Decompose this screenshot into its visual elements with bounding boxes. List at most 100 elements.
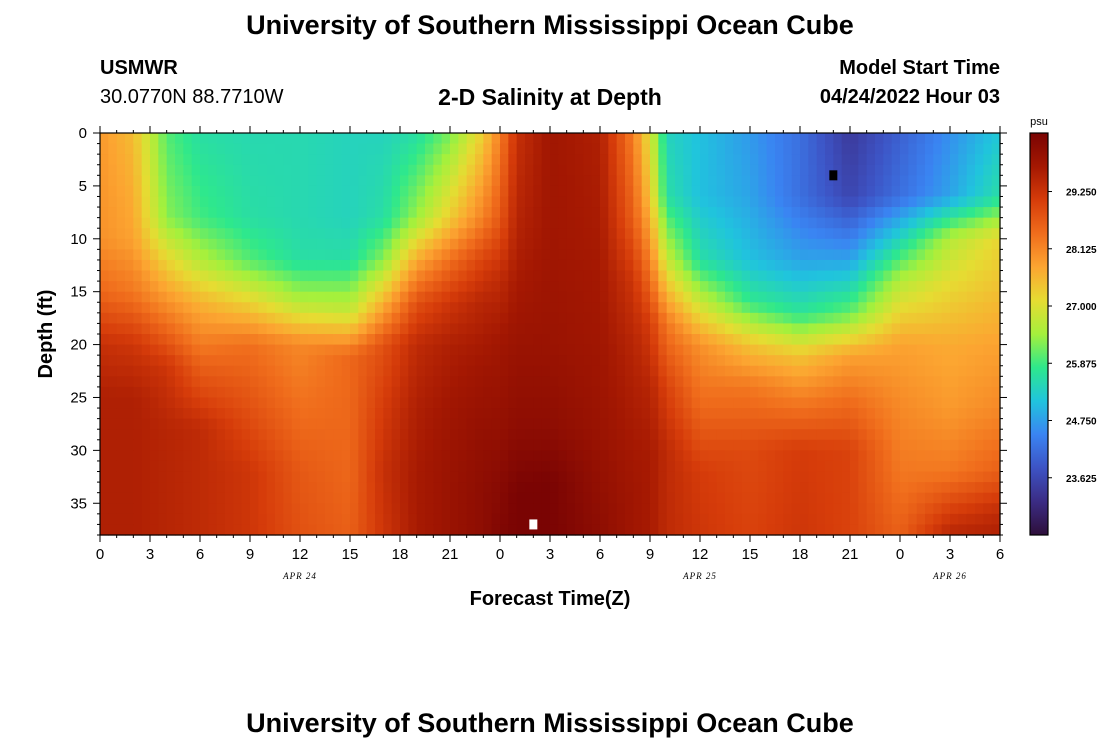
- heatmap-cell: [291, 334, 301, 346]
- heatmap-cell: [141, 503, 151, 515]
- heatmap-cell: [483, 249, 493, 261]
- heatmap-cell: [541, 259, 551, 272]
- heatmap-cell: [241, 185, 251, 198]
- heatmap-cell: [258, 133, 268, 145]
- heatmap-cell: [400, 429, 409, 441]
- heatmap-cell: [775, 460, 784, 473]
- heatmap-cell: [125, 207, 134, 219]
- heatmap-cell: [608, 429, 618, 441]
- heatmap-cell: [941, 503, 951, 515]
- heatmap-cell: [108, 524, 118, 536]
- heatmap-cell: [908, 365, 918, 377]
- heatmap-cell: [308, 429, 318, 441]
- heatmap-cell: [408, 471, 418, 483]
- heatmap-cell: [800, 524, 809, 536]
- heatmap-cell: [658, 238, 668, 250]
- heatmap-cell: [266, 492, 276, 504]
- heatmap-cell: [441, 471, 451, 483]
- heatmap-cell: [925, 524, 934, 536]
- heatmap-cell: [766, 418, 776, 430]
- heatmap-cell: [583, 143, 593, 155]
- heatmap-cell: [108, 133, 118, 145]
- heatmap-cell: [516, 291, 526, 303]
- heatmap-cell: [358, 460, 368, 473]
- heatmap-cell: [900, 281, 909, 293]
- heatmap-cell: [550, 175, 559, 187]
- heatmap-cell: [241, 418, 251, 430]
- heatmap-cell: [783, 259, 793, 272]
- heatmap-cell: [166, 249, 176, 261]
- heatmap-cell: [500, 376, 509, 388]
- heatmap-cell: [675, 365, 684, 377]
- heatmap-cell: [941, 143, 951, 155]
- heatmap-cell: [725, 238, 734, 250]
- heatmap-cell: [825, 460, 834, 473]
- heatmap-cell: [183, 217, 193, 229]
- heatmap-cell: [491, 323, 501, 335]
- heatmap-cell: [775, 164, 784, 176]
- heatmap-cell: [566, 503, 576, 515]
- heatmap-cell: [741, 334, 751, 346]
- heatmap-cell: [675, 207, 684, 219]
- heatmap-cell: [200, 397, 209, 409]
- heatmap-cell: [991, 365, 1001, 377]
- heatmap-cell: [858, 259, 868, 272]
- heatmap-cell: [408, 259, 418, 272]
- heatmap-cell: [550, 228, 559, 240]
- heatmap-cell: [616, 228, 626, 240]
- heatmap-cell: [641, 355, 651, 367]
- heatmap-cell: [358, 344, 368, 356]
- heatmap-cell: [975, 312, 984, 325]
- heatmap-cell: [391, 418, 401, 430]
- heatmap-cell: [600, 323, 609, 335]
- heatmap-cell: [941, 312, 951, 325]
- heatmap-cell: [866, 355, 876, 367]
- heatmap-cell: [200, 175, 209, 187]
- heatmap-cell: [650, 217, 659, 229]
- heatmap-cell: [883, 175, 893, 187]
- heatmap-cell: [583, 259, 593, 272]
- heatmap-cell: [283, 492, 293, 504]
- heatmap-cell: [875, 365, 884, 377]
- heatmap-cell: [491, 376, 501, 388]
- heatmap-cell: [533, 312, 543, 325]
- heatmap-cell: [258, 143, 268, 155]
- heatmap-cell: [950, 323, 959, 335]
- heatmap-cell: [475, 355, 484, 367]
- heatmap-cell: [350, 334, 359, 346]
- heatmap-cell: [408, 185, 418, 198]
- heatmap-cell: [225, 164, 234, 176]
- heatmap-cell: [558, 291, 568, 303]
- heatmap-cell: [883, 217, 893, 229]
- heatmap-cell: [875, 291, 884, 303]
- heatmap-cell: [558, 312, 568, 325]
- heatmap-cell: [108, 249, 118, 261]
- heatmap-cell: [800, 344, 809, 356]
- heatmap-cell: [416, 397, 426, 409]
- heatmap-cell: [475, 291, 484, 303]
- heatmap-cell: [958, 429, 968, 441]
- heatmap-cell: [600, 365, 609, 377]
- heatmap-cell: [450, 133, 459, 145]
- heatmap-cell: [658, 312, 668, 325]
- heatmap-cell: [950, 450, 959, 462]
- heatmap-cell: [191, 355, 201, 367]
- heatmap-cell: [766, 344, 776, 356]
- heatmap-cell: [183, 386, 193, 399]
- heatmap-cell: [925, 133, 934, 145]
- heatmap-cell: [141, 513, 151, 526]
- heatmap-cell: [841, 376, 851, 388]
- heatmap-cell: [891, 524, 901, 536]
- heatmap-cell: [791, 439, 801, 451]
- heatmap-cell: [325, 249, 334, 261]
- heatmap-cell: [333, 323, 343, 335]
- heatmap-cell: [950, 164, 959, 176]
- heatmap-cell: [975, 513, 984, 526]
- heatmap-cell: [108, 154, 118, 166]
- heatmap-cell: [308, 386, 318, 399]
- heatmap-cell: [300, 408, 309, 420]
- heatmap-cell: [275, 460, 284, 473]
- heatmap-cell: [275, 334, 284, 346]
- heatmap-cell: [891, 386, 901, 399]
- heatmap-cell: [800, 270, 809, 282]
